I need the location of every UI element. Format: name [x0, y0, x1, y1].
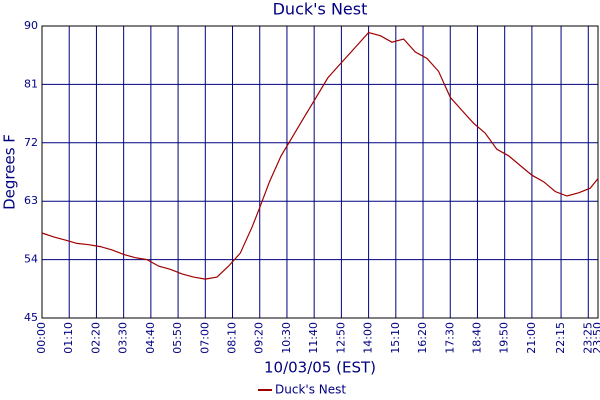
plot-border	[41, 25, 599, 319]
x-tick-label: 16:20	[416, 322, 429, 354]
x-tick-label: 12:50	[334, 322, 347, 354]
chart-title: Duck's Nest	[273, 0, 368, 19]
x-tick-label: 05:50	[171, 322, 184, 354]
y-tick-label: 54	[24, 253, 38, 266]
y-tick-label: 63	[24, 194, 38, 207]
y-axis-label: Degrees F	[1, 134, 19, 210]
x-tick-label: 03:30	[117, 322, 130, 354]
x-tick-label: 07:00	[198, 322, 211, 354]
x-tick-label: 21:00	[525, 322, 538, 354]
x-tick-label: 19:50	[498, 322, 511, 354]
x-tick-label: 04:40	[144, 322, 157, 354]
x-tick-label: 02:20	[89, 322, 102, 354]
y-tick-label: 90	[24, 19, 38, 32]
x-tick-label: 17:30	[443, 322, 456, 354]
data-line	[41, 31, 599, 280]
x-tick-label: 10:30	[280, 322, 293, 354]
y-tick-label: 45	[24, 311, 38, 324]
x-tick-label: 23:25	[581, 322, 594, 354]
x-tick-label: 01:10	[62, 322, 75, 354]
x-tick-label: 09:20	[253, 322, 266, 354]
y-tick-label: 72	[24, 136, 38, 149]
legend-label: Duck's Nest	[275, 383, 346, 397]
x-tick-label: 15:10	[389, 322, 402, 354]
x-tick-label: 14:00	[362, 322, 375, 354]
x-tick-label: 22:15	[554, 322, 567, 354]
y-tick-label: 81	[24, 77, 38, 90]
x-tick-label: 11:40	[307, 322, 320, 354]
x-tick-label: 18:40	[470, 322, 483, 354]
x-tick-label: 23:50	[591, 322, 600, 354]
x-tick-label: 00:00	[35, 322, 48, 354]
x-axis-label: 10/03/05 (EST)	[264, 359, 376, 377]
x-tick-label: 08:10	[226, 322, 239, 354]
